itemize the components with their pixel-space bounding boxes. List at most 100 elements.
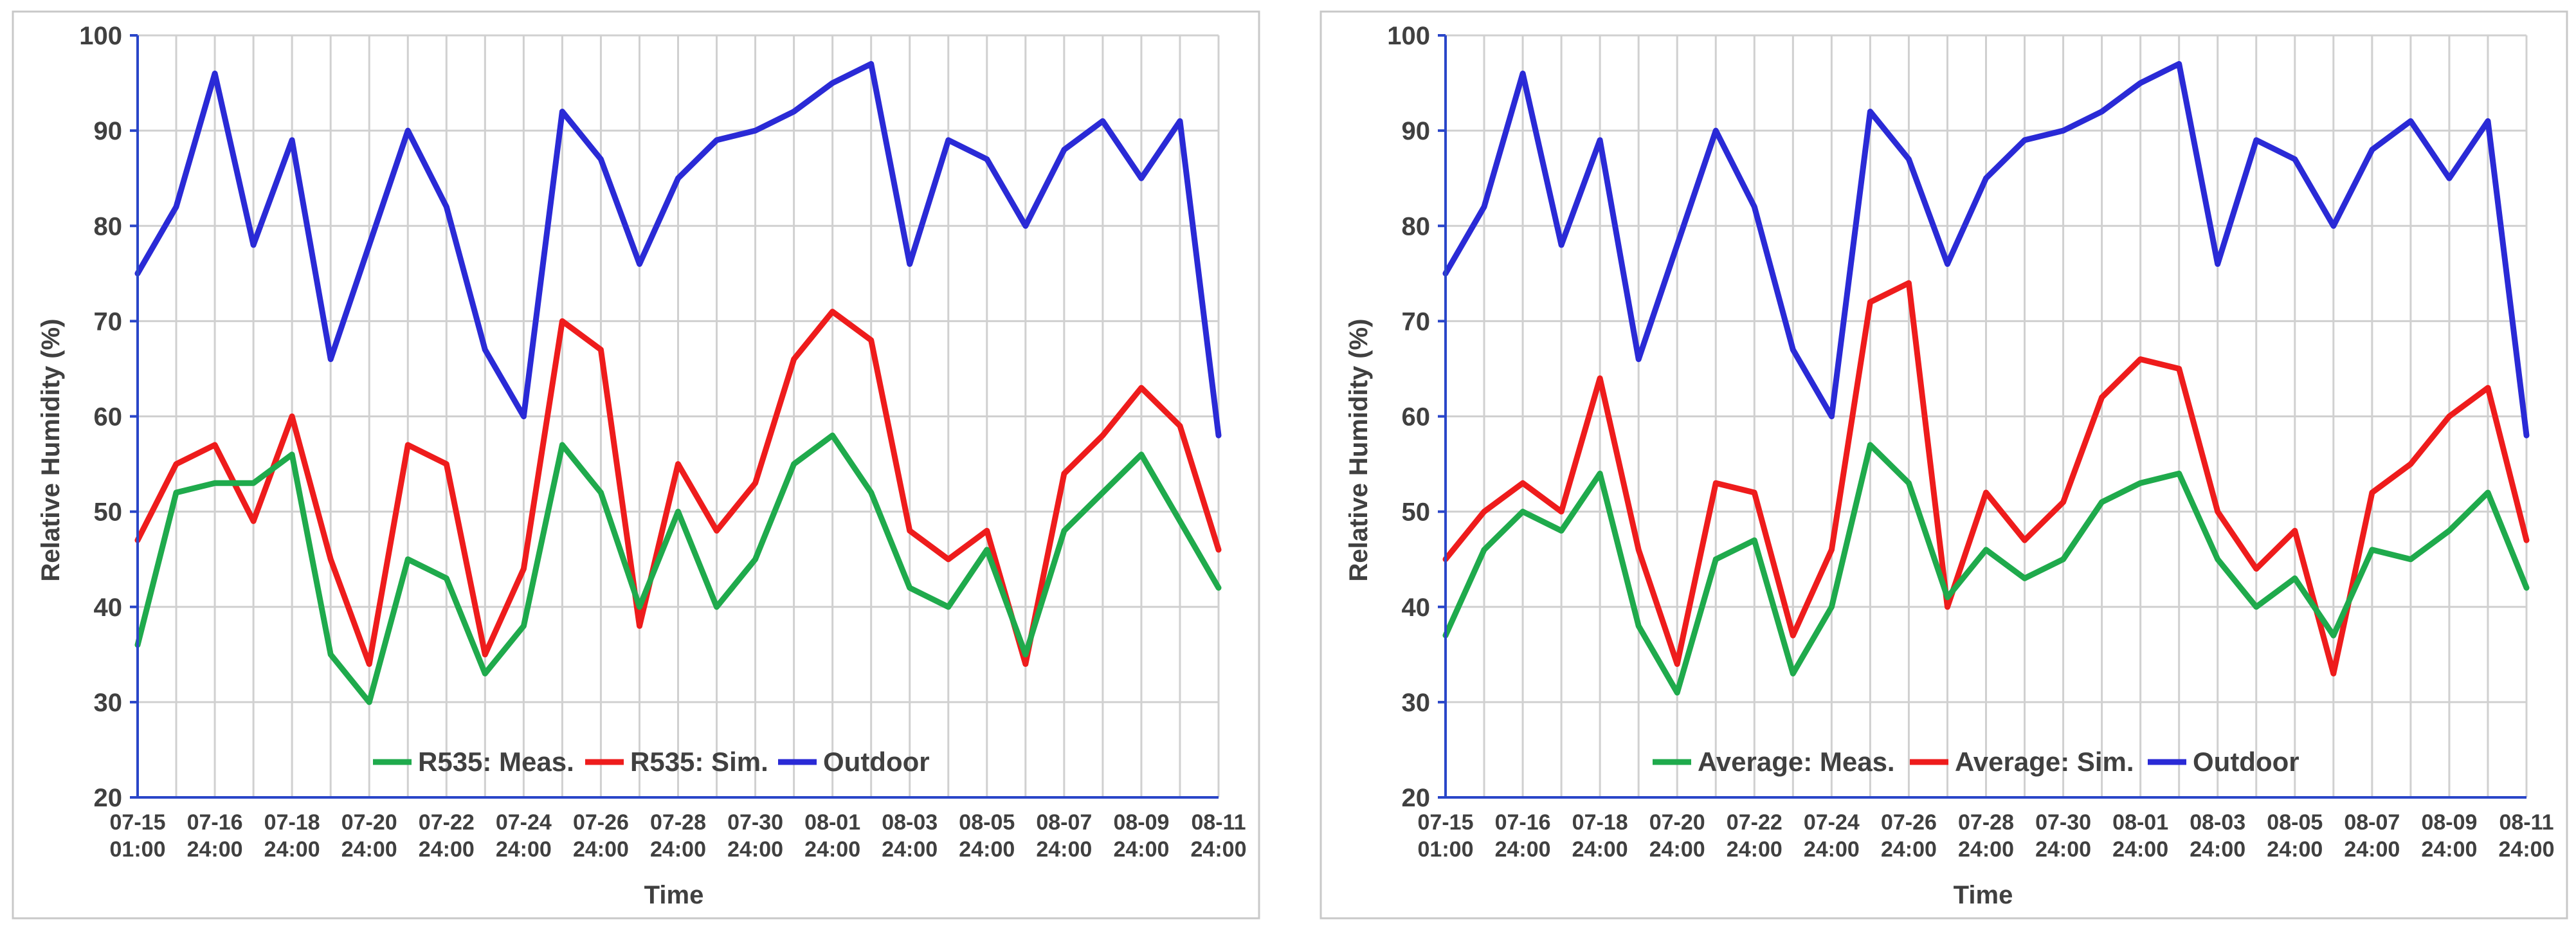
x-tick-date: 07-20 — [1649, 810, 1705, 835]
x-tick-labels: 07-1501:0007-1624:0007-1824:0007-2024:00… — [110, 810, 1247, 862]
y-axis-title: Relative Humidity (%) — [37, 319, 65, 582]
axes — [1438, 34, 2526, 799]
x-tick-date: 08-01 — [804, 810, 860, 835]
legend-label-outdoor: Outdoor — [2193, 747, 2299, 777]
x-tick-time: 24:00 — [1572, 837, 1628, 862]
x-tick-date: 07-24 — [496, 810, 552, 835]
y-tick-label: 20 — [94, 784, 123, 812]
x-tick-time: 24:00 — [1727, 837, 1782, 862]
y-tick-labels: 20 30 40 50 60 70 80 90 100 — [1387, 22, 1430, 812]
x-tick-time: 24:00 — [573, 837, 629, 862]
x-tick-date: 08-11 — [2499, 810, 2553, 835]
x-tick-time: 01:00 — [110, 837, 166, 862]
y-tick-label: 90 — [94, 117, 123, 145]
axes — [130, 34, 1219, 799]
x-tick-time: 24:00 — [1495, 837, 1551, 862]
x-tick-date: 07-15 — [110, 810, 166, 835]
x-tick-time: 24:00 — [419, 837, 475, 862]
legend-label-sim: R535: Sim. — [630, 747, 768, 777]
x-tick-date: 08-09 — [1113, 810, 1169, 835]
y-tick-label: 20 — [1402, 784, 1431, 812]
x-tick-time: 24:00 — [264, 837, 320, 862]
y-tick-label: 40 — [94, 594, 123, 622]
x-tick-time: 24:00 — [1881, 837, 1937, 862]
y-tick-label: 50 — [94, 498, 123, 527]
series-group — [1442, 60, 2530, 696]
x-tick-date: 07-26 — [1881, 810, 1937, 835]
y-tick-labels: 20 30 40 50 60 70 80 90 100 — [79, 22, 122, 812]
x-tick-date: 07-28 — [1958, 810, 2014, 835]
series-sim-line — [134, 309, 1222, 667]
legend: Average: Meas. Average: Sim. Outdoor — [1653, 747, 2299, 777]
x-tick-time: 24:00 — [959, 837, 1015, 862]
x-tick-time: 24:00 — [650, 837, 706, 862]
x-tick-date: 07-30 — [727, 810, 783, 835]
y-tick-label: 60 — [1402, 403, 1431, 431]
series-group — [134, 60, 1222, 705]
x-tick-time: 24:00 — [804, 837, 860, 862]
x-tick-date: 07-18 — [264, 810, 320, 835]
x-tick-time: 24:00 — [1191, 837, 1247, 862]
legend-label-meas: Average: Meas. — [1698, 747, 1895, 777]
x-tick-date: 07-24 — [1804, 810, 1860, 835]
y-tick-label: 90 — [1402, 117, 1431, 145]
x-tick-date: 08-01 — [2112, 810, 2168, 835]
y-tick-label: 60 — [94, 403, 123, 431]
x-tick-time: 24:00 — [2344, 837, 2400, 862]
x-tick-time: 24:00 — [2035, 837, 2091, 862]
x-tick-time: 24:00 — [882, 837, 938, 862]
x-tick-date: 07-15 — [1418, 810, 1474, 835]
x-tick-date: 08-03 — [882, 810, 938, 835]
x-tick-date: 08-03 — [2190, 810, 2245, 835]
x-axis-title: Time — [1954, 881, 2013, 909]
legend-label-sim: Average: Sim. — [1955, 747, 2134, 777]
x-tick-date: 08-07 — [2344, 810, 2400, 835]
series-meas-line — [1442, 442, 2530, 696]
x-tick-date: 07-30 — [2035, 810, 2091, 835]
x-tick-time: 24:00 — [2190, 837, 2245, 862]
y-tick-label: 40 — [1402, 594, 1431, 622]
x-tick-date: 08-07 — [1036, 810, 1092, 835]
x-tick-date: 07-22 — [419, 810, 475, 835]
x-tick-time: 24:00 — [341, 837, 397, 862]
x-tick-time: 24:00 — [2267, 837, 2323, 862]
x-tick-time: 24:00 — [496, 837, 552, 862]
y-tick-label: 80 — [1402, 212, 1431, 241]
x-tick-time: 24:00 — [187, 837, 243, 862]
x-tick-date: 07-26 — [573, 810, 629, 835]
x-tick-date: 07-16 — [1495, 810, 1551, 835]
y-tick-label: 30 — [1402, 689, 1431, 717]
x-tick-time: 24:00 — [1649, 837, 1705, 862]
x-tick-date: 07-28 — [650, 810, 706, 835]
x-tick-time: 24:00 — [1036, 837, 1092, 862]
legend-label-outdoor: Outdoor — [823, 747, 930, 777]
x-tick-time: 24:00 — [2421, 837, 2477, 862]
x-tick-date: 08-11 — [1191, 810, 1246, 835]
x-tick-time: 24:00 — [1804, 837, 1860, 862]
chart-frame — [1320, 10, 2568, 920]
y-tick-label: 30 — [94, 689, 123, 717]
x-tick-date: 07-22 — [1727, 810, 1782, 835]
chart-frame — [12, 10, 1260, 920]
legend: R535: Meas. R535: Sim. Outdoor — [373, 747, 930, 777]
x-tick-date: 08-05 — [2267, 810, 2323, 835]
y-tick-label: 100 — [79, 22, 122, 50]
legend-label-meas: R535: Meas. — [418, 747, 574, 777]
x-tick-date: 07-18 — [1572, 810, 1628, 835]
x-tick-time: 24:00 — [1958, 837, 2014, 862]
x-tick-date: 08-09 — [2421, 810, 2477, 835]
y-tick-label: 70 — [94, 307, 123, 336]
y-tick-label: 100 — [1387, 22, 1430, 50]
y-tick-label: 50 — [1402, 498, 1431, 527]
x-tick-date: 08-05 — [959, 810, 1015, 835]
x-tick-time: 24:00 — [2112, 837, 2168, 862]
series-outdoor-line — [1442, 60, 2530, 439]
x-tick-date: 07-20 — [341, 810, 397, 835]
series-meas-line — [134, 432, 1222, 705]
y-tick-label: 80 — [94, 212, 123, 241]
x-tick-time: 24:00 — [727, 837, 783, 862]
x-tick-date: 07-16 — [187, 810, 243, 835]
